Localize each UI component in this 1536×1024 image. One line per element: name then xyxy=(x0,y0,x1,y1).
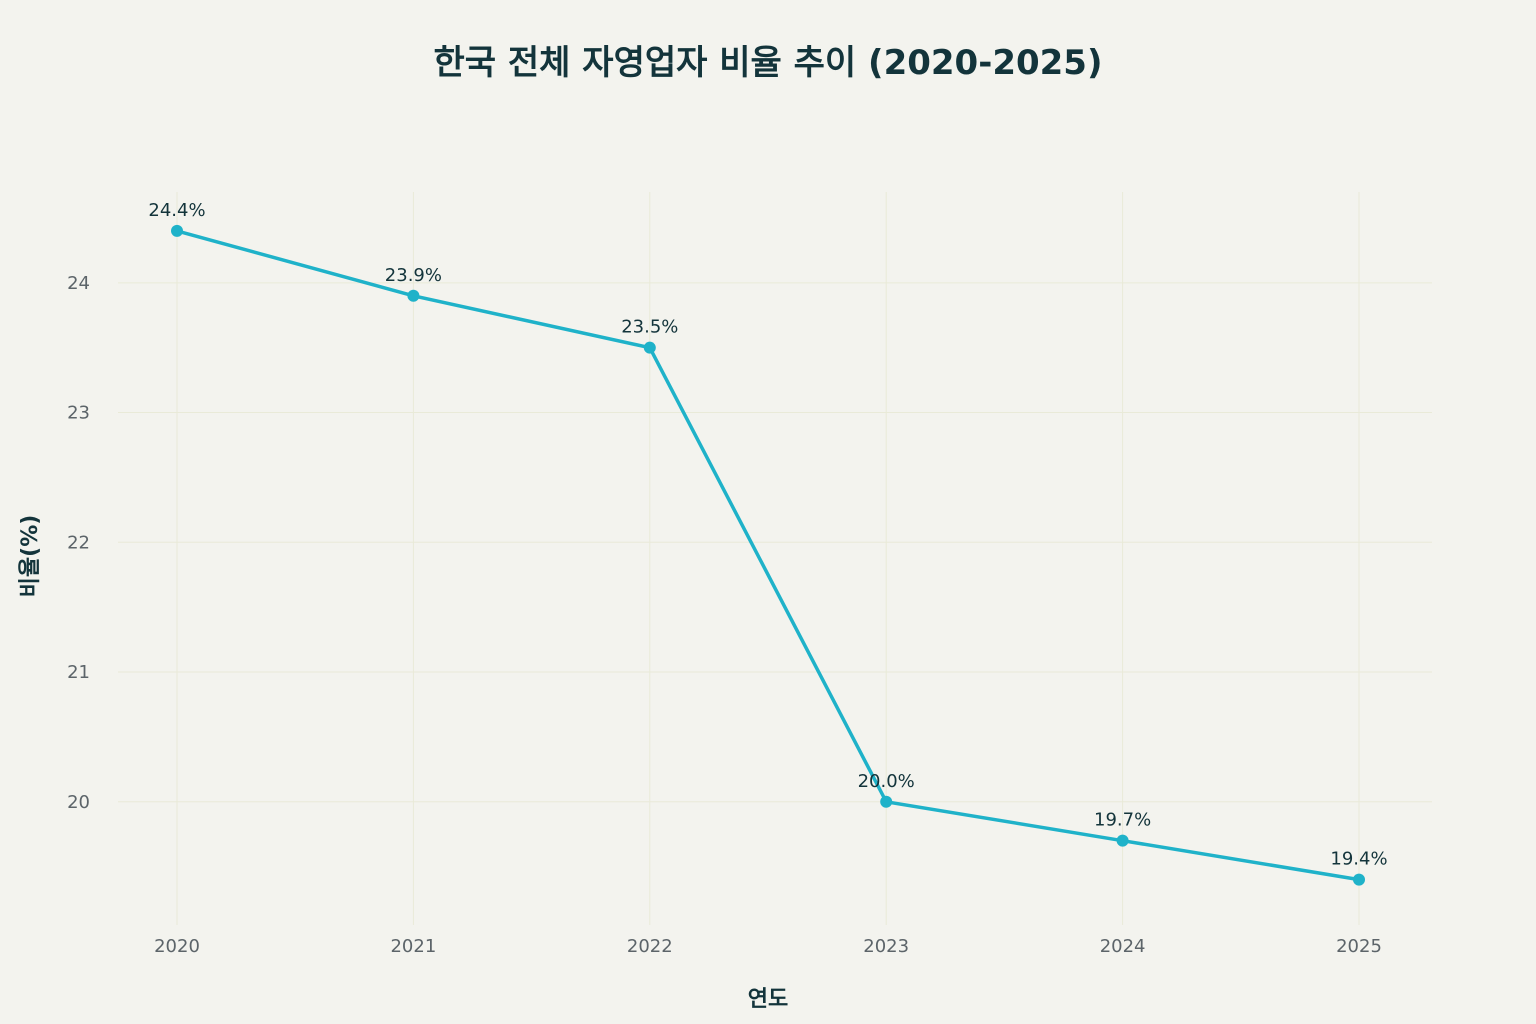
y-tick-label: 24 xyxy=(67,273,90,294)
y-axis-title: 비율(%) xyxy=(18,515,43,598)
y-tick-label: 20 xyxy=(67,792,90,813)
x-tick-label: 2020 xyxy=(154,936,200,957)
x-tick-label: 2024 xyxy=(1100,936,1146,957)
data-label: 19.7% xyxy=(1094,810,1151,831)
y-tick-label: 23 xyxy=(67,403,90,424)
x-tick-label: 2025 xyxy=(1336,936,1382,957)
data-point xyxy=(1116,834,1129,847)
data-point xyxy=(1353,873,1365,886)
x-tick-label: 2023 xyxy=(863,936,909,957)
data-label: 19.4% xyxy=(1330,849,1387,870)
data-point xyxy=(171,224,183,237)
y-tick-label: 21 xyxy=(67,662,90,683)
series-line xyxy=(175,229,1361,882)
series-group xyxy=(171,224,1365,886)
x-tick-label: 2022 xyxy=(627,936,673,957)
data-point xyxy=(880,795,893,808)
chart-title: 한국 전체 자영업자 비율 추이 (2020-2025) xyxy=(434,43,1103,83)
data-label: 23.9% xyxy=(385,265,442,286)
y-tick-label: 22 xyxy=(67,532,90,553)
x-axis-title: 연도 xyxy=(748,987,788,1012)
data-label: 23.5% xyxy=(621,317,678,338)
data-labels: 24.4% 23.9% 23.5% 20.0% 19.7% 19.4% xyxy=(148,200,1387,870)
data-label: 24.4% xyxy=(148,200,205,221)
x-tick-label: 2021 xyxy=(390,936,436,957)
x-axis-ticks: 2020 2021 2022 2023 2024 2025 xyxy=(154,936,1382,957)
data-point xyxy=(407,289,420,302)
data-label: 20.0% xyxy=(858,771,915,792)
grid-lines xyxy=(118,192,1432,925)
y-axis-ticks: 20 21 22 23 24 xyxy=(67,273,90,813)
data-point xyxy=(643,341,656,354)
